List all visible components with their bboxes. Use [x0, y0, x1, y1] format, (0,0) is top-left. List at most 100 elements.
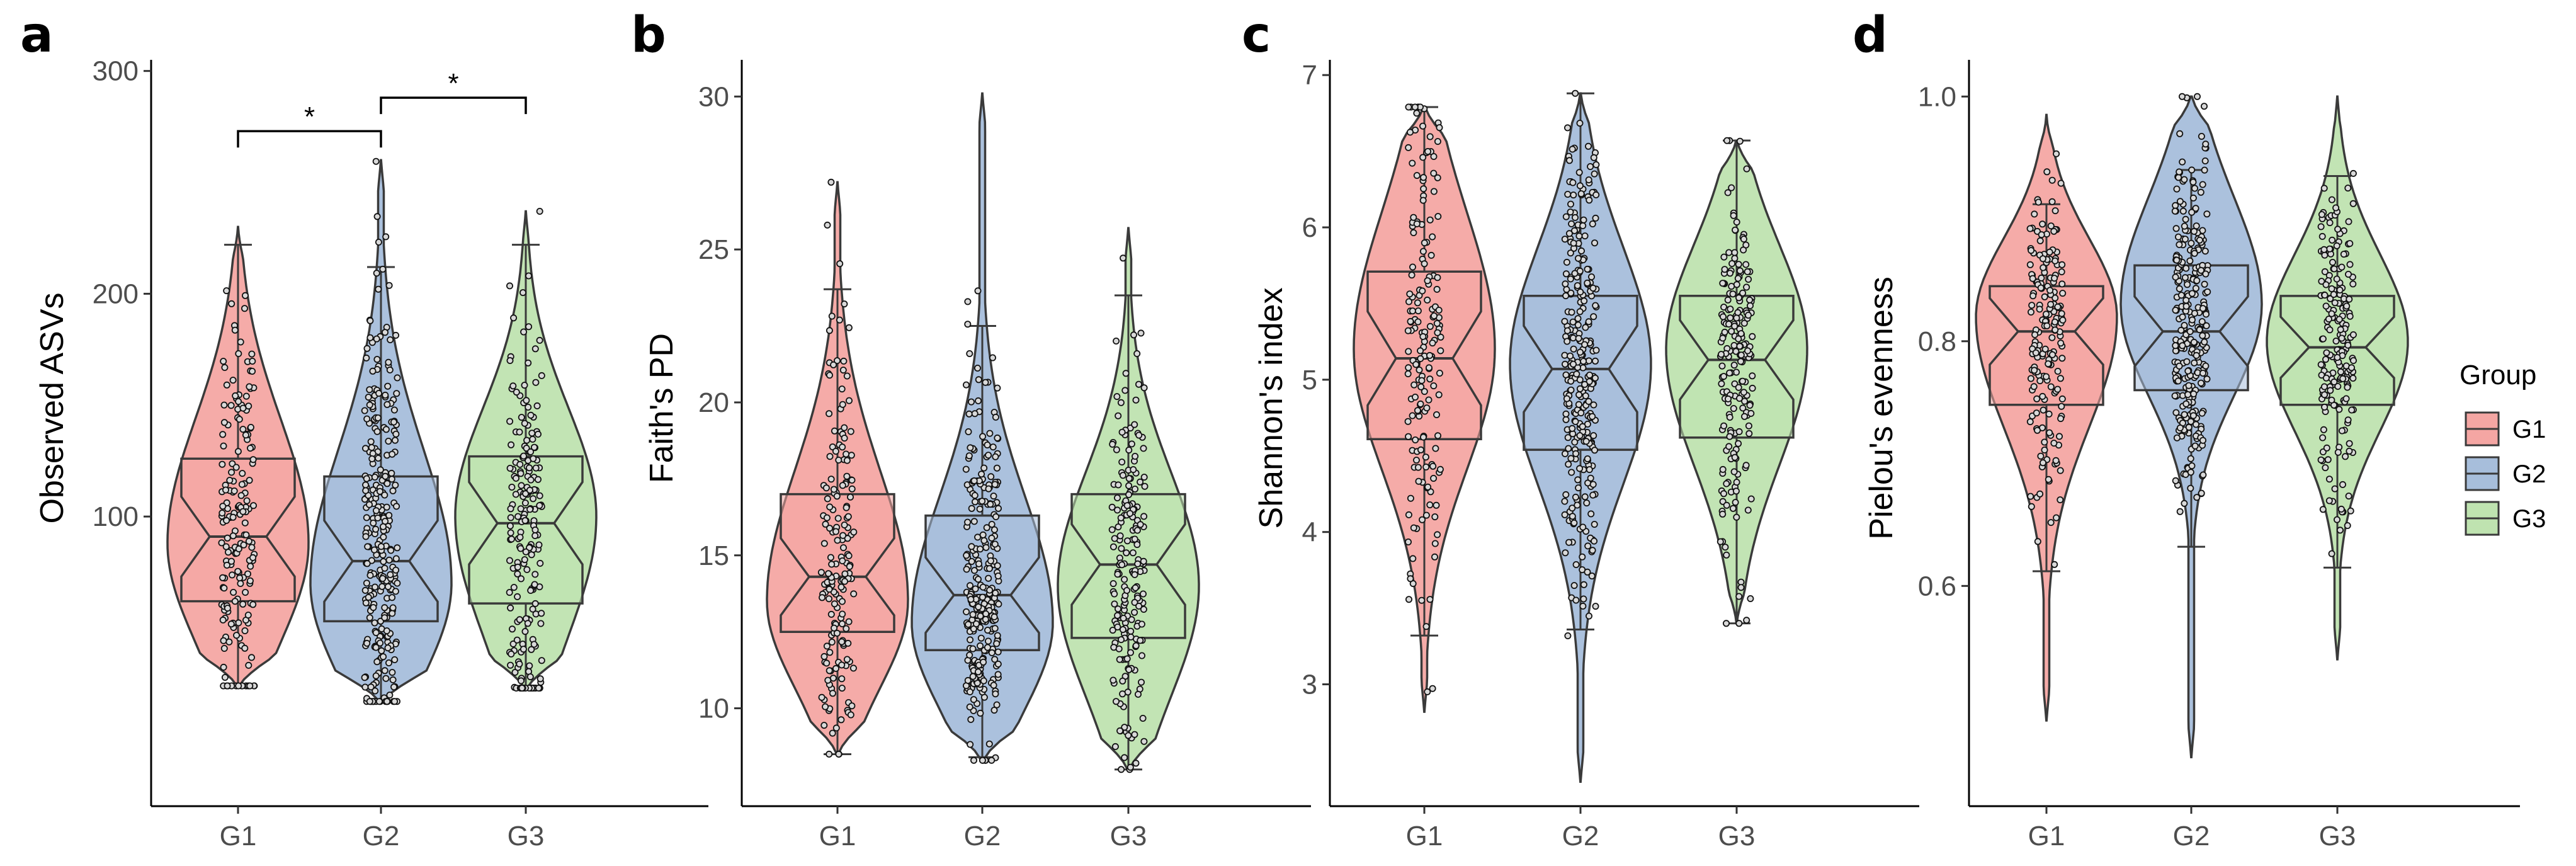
data-point [826, 410, 833, 418]
data-point [388, 476, 395, 483]
data-point [519, 646, 527, 653]
data-point [240, 541, 247, 549]
data-point [828, 561, 836, 568]
data-point [2187, 469, 2194, 476]
data-point [818, 693, 826, 701]
data-point [1404, 327, 1412, 334]
data-point [1592, 603, 1599, 610]
data-point [1590, 313, 1597, 321]
data-point [368, 455, 376, 463]
data-point [1427, 251, 1435, 259]
data-point [964, 298, 972, 305]
data-point [966, 350, 973, 358]
data-point [1418, 377, 1426, 384]
data-point [1577, 190, 1585, 198]
data-point [246, 445, 254, 452]
data-point [243, 497, 251, 504]
data-point [1128, 616, 1135, 624]
data-point [975, 397, 982, 404]
data-point [2058, 402, 2065, 410]
panel-letter-b: b [631, 7, 666, 64]
data-point [1137, 478, 1144, 486]
data-point [525, 404, 532, 411]
data-point [1411, 394, 1419, 401]
data-point [531, 571, 539, 578]
data-point [1132, 584, 1139, 591]
data-point [1567, 200, 1574, 208]
data-point [1589, 547, 1596, 554]
y-tick-label: 20 [698, 387, 729, 418]
data-point [1417, 400, 1424, 407]
data-point [235, 416, 243, 423]
data-point [823, 514, 831, 521]
data-point [506, 282, 514, 290]
data-point [2321, 403, 2329, 411]
data-point [1590, 401, 1597, 409]
data-point [506, 465, 514, 472]
data-point [2034, 538, 2041, 545]
data-point [1406, 290, 1414, 298]
data-point [1584, 279, 1591, 287]
data-point [1569, 424, 1576, 432]
data-point [1571, 438, 1579, 446]
data-point [972, 498, 979, 506]
data-point [1423, 404, 1431, 412]
data-point [1735, 384, 1742, 391]
data-point [221, 674, 229, 681]
data-point [375, 238, 382, 246]
data-point [383, 480, 391, 487]
data-point [1123, 549, 1130, 557]
data-point [2200, 103, 2208, 110]
data-point [506, 357, 514, 365]
data-point [1731, 322, 1739, 330]
data-point [1409, 159, 1416, 167]
data-point [220, 584, 228, 592]
data-point [1580, 581, 1587, 588]
data-point [1587, 510, 1595, 518]
data-point [223, 287, 230, 295]
data-point [1123, 502, 1131, 510]
data-point [2051, 326, 2059, 334]
data-point [1585, 357, 1592, 365]
data-point [527, 587, 535, 595]
data-point [839, 598, 846, 605]
data-point [826, 750, 833, 758]
data-point [380, 653, 387, 661]
data-point [2033, 426, 2041, 434]
data-point [247, 654, 255, 661]
data-point [2184, 367, 2192, 375]
data-point [2346, 312, 2354, 320]
data-point [528, 646, 535, 653]
data-point [218, 539, 225, 547]
data-point [373, 270, 380, 277]
data-point [379, 575, 387, 583]
data-point [2333, 275, 2341, 283]
data-point [2182, 265, 2190, 272]
data-point [2343, 302, 2351, 310]
panel-d-plot: 0.6 0.8 1.0 G1 G2 G3 [1918, 60, 2520, 852]
data-point [1730, 468, 1738, 476]
data-point [361, 407, 368, 414]
data-point [249, 456, 257, 464]
data-point [1568, 469, 1575, 476]
data-point [538, 372, 545, 379]
data-point [838, 661, 846, 669]
data-point [219, 616, 227, 624]
data-point [2181, 274, 2189, 282]
data-point [832, 724, 840, 732]
data-point [2334, 448, 2342, 456]
data-point [2333, 242, 2341, 249]
data-point [385, 358, 392, 366]
data-point [1745, 430, 1753, 437]
data-point [516, 460, 524, 468]
data-point [1412, 361, 1420, 368]
data-point [1111, 743, 1119, 750]
data-point [1140, 606, 1147, 613]
data-point [1730, 405, 1737, 413]
data-point [975, 376, 982, 384]
data-point [970, 756, 978, 764]
data-point [1747, 595, 1754, 603]
data-point [1430, 188, 1438, 195]
data-point [1728, 259, 1736, 267]
data-point [843, 372, 851, 380]
